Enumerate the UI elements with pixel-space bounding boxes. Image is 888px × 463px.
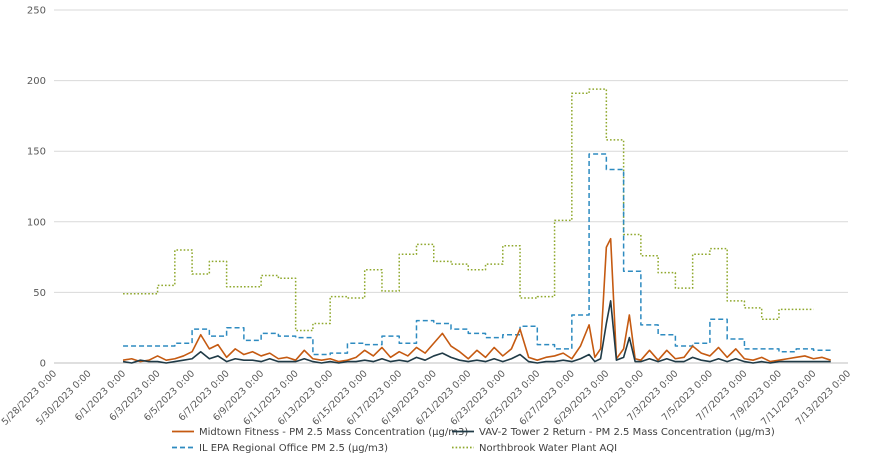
legend-label: IL EPA Regional Office PM 2.5 (µg/m3) <box>199 443 388 454</box>
y-tick-label: 50 <box>33 288 46 299</box>
series-lines <box>122 88 831 364</box>
y-tick-label: 250 <box>27 6 46 17</box>
series-line-1 <box>122 237 831 363</box>
series-line-3 <box>123 153 831 356</box>
series-line-2 <box>122 300 831 364</box>
y-axis-ticks: 0 50 100 150 200 250 <box>27 6 46 370</box>
gridlines <box>54 9 848 364</box>
legend: Midtown Fitness - PM 2.5 Mass Concentrat… <box>172 427 775 454</box>
y-tick-label: 100 <box>27 217 46 228</box>
legend-label: VAV-2 Tower 2 Return - PM 2.5 Mass Conce… <box>479 427 775 438</box>
legend-label: Northbrook Water Plant AQI <box>479 443 617 454</box>
legend-label: Midtown Fitness - PM 2.5 Mass Concentrat… <box>199 427 468 438</box>
y-tick-label: 0 <box>40 359 46 370</box>
x-axis-ticks: 5/28/2023 0:005/30/2023 0:006/1/2023 0:0… <box>0 368 853 427</box>
y-tick-label: 150 <box>27 147 46 158</box>
series-line-4 <box>123 88 814 332</box>
y-tick-label: 200 <box>27 76 46 87</box>
